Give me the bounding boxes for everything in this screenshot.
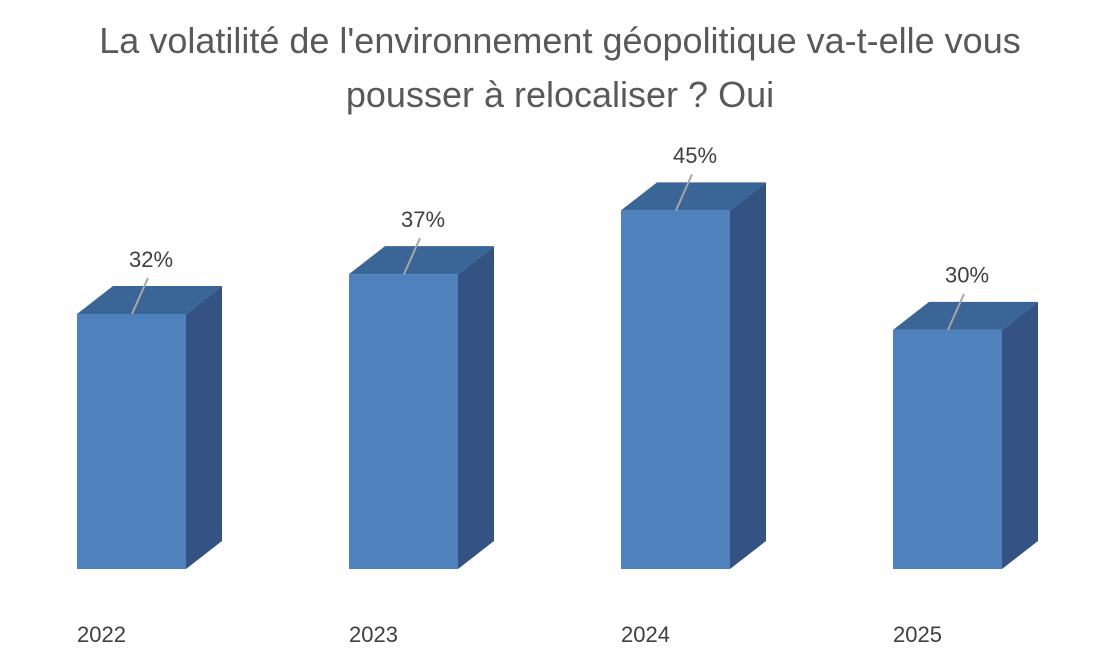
bar-side-2023	[458, 246, 494, 570]
bar-2024	[621, 210, 730, 569]
value-label-2022: 32%	[129, 247, 173, 272]
bar-2025	[893, 329, 1002, 569]
bar-side-2025	[1002, 301, 1038, 569]
bar-top-2023	[349, 246, 494, 275]
category-label-2023: 2023	[349, 622, 398, 647]
bar-side-2022	[186, 285, 222, 569]
category-label-2024: 2024	[621, 622, 670, 647]
bar-top-2022	[77, 285, 222, 314]
leader-line-2025	[947, 293, 965, 331]
bar-top-2024	[621, 182, 766, 211]
bar-side-2024	[730, 182, 766, 569]
value-label-2024: 45%	[673, 143, 717, 168]
leader-line-2024	[675, 173, 693, 211]
value-label-2025: 30%	[945, 263, 989, 288]
category-label-2025: 2025	[893, 622, 942, 647]
bar-2022	[77, 313, 186, 569]
bar-top-2025	[893, 301, 1038, 330]
leader-line-2023	[403, 237, 421, 275]
value-label-2023: 37%	[401, 207, 445, 232]
chart-title-line-2: pousser à relocaliser ? Oui	[345, 74, 775, 115]
chart-title-line-1: La volatilité de l'environnement géopoli…	[99, 20, 1021, 61]
bar-2023	[349, 274, 458, 569]
category-label-2022: 2022	[77, 622, 126, 647]
chart-title: La volatilité de l'environnement géopoli…	[0, 14, 1120, 122]
leader-line-2022	[131, 277, 149, 315]
